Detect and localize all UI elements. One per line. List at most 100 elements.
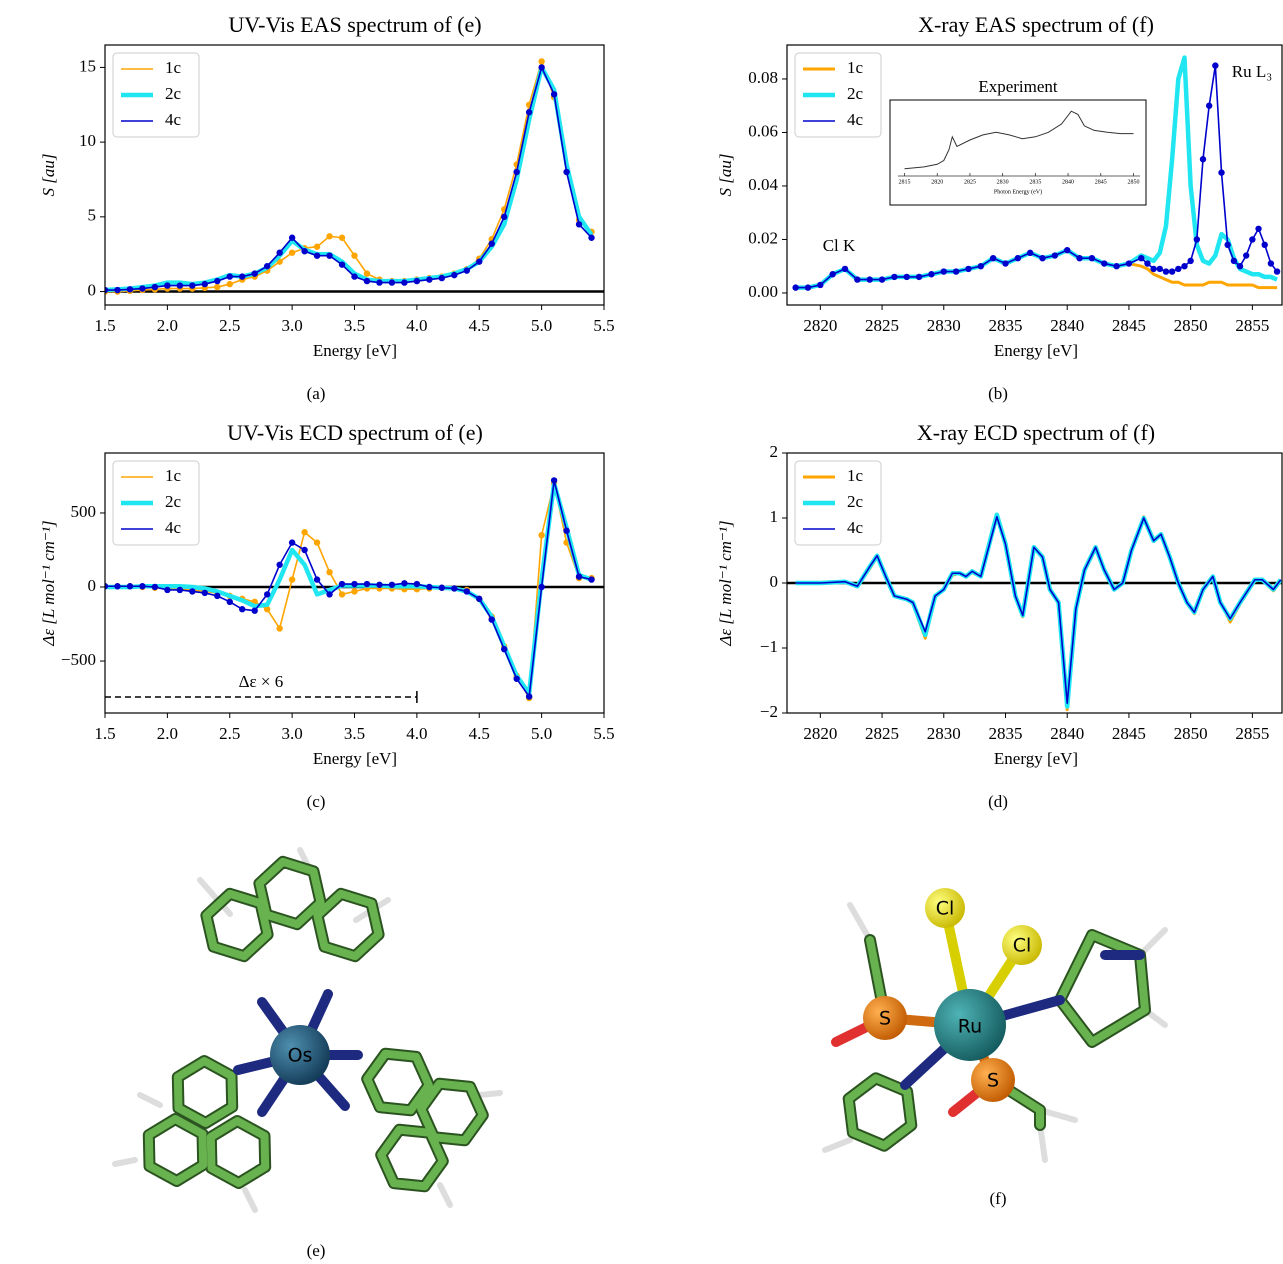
data-point — [388, 279, 396, 286]
y-tick-label: 2 — [770, 442, 779, 461]
data-point — [1261, 241, 1268, 249]
x-tick-label: 5.0 — [531, 724, 552, 743]
data-point — [351, 252, 358, 259]
x-axis-label: Energy [eV] — [313, 341, 397, 360]
y-tick-label: 500 — [71, 502, 97, 521]
x-tick-label: 2820 — [803, 316, 837, 335]
data-point — [989, 254, 997, 262]
data-point — [1175, 265, 1182, 273]
data-point — [488, 616, 495, 623]
cl-atom — [1002, 925, 1042, 965]
plot-area — [787, 512, 1282, 712]
y-axis-label: S [au] — [39, 154, 58, 197]
data-point — [841, 265, 849, 273]
inset-tick-label: 2840 — [1062, 179, 1074, 185]
data-point — [501, 645, 508, 653]
data-point — [1249, 236, 1256, 243]
data-point — [426, 276, 433, 283]
series-line — [105, 66, 593, 291]
caption: (b) — [988, 384, 1008, 403]
data-point — [476, 258, 483, 265]
data-point — [977, 263, 985, 270]
data-point — [114, 583, 121, 590]
x-tick-label: 5.5 — [593, 316, 614, 335]
y-tick-label: 0.00 — [748, 282, 778, 301]
data-point — [1138, 254, 1145, 262]
cl-atom — [925, 888, 965, 928]
s-atom — [971, 1058, 1015, 1102]
y-tick-label: 0.08 — [748, 68, 778, 87]
data-point — [1125, 260, 1133, 267]
annotation: Ru L₃ — [1232, 62, 1272, 81]
y-tick-label: 0 — [770, 572, 779, 591]
carbon-ring — [144, 857, 487, 1191]
atom-label: S — [879, 1008, 891, 1030]
series-line — [795, 515, 1282, 712]
x-tick-label: 4.0 — [406, 316, 427, 335]
data-point — [1205, 102, 1213, 109]
inset-tick-label: 2845 — [1095, 179, 1107, 185]
data-point — [1212, 62, 1219, 69]
x-tick-label: 2825 — [865, 724, 899, 743]
inset-x-label: Photon Energy (eV) — [994, 188, 1042, 195]
y-tick-label: 0.02 — [748, 228, 778, 247]
data-point — [326, 568, 333, 576]
data-point — [928, 271, 935, 278]
atom-label: Cl — [936, 898, 955, 920]
y-tick-label: 0 — [88, 280, 97, 299]
data-point — [1193, 236, 1201, 243]
data-point — [1199, 156, 1207, 163]
chart-title: X-ray EAS spectrum of (f) — [918, 12, 1154, 37]
hydrogen-bond — [137, 1092, 163, 1108]
plot-frame — [786, 44, 1283, 306]
x-tick-label: 2825 — [865, 316, 899, 335]
y-axis-label: Δε [L mol⁻¹ cm⁻¹] — [716, 520, 735, 646]
data-point — [189, 282, 196, 289]
x-axis-label: Energy [eV] — [994, 341, 1078, 360]
data-point — [1002, 260, 1009, 267]
legend-label: 2c — [847, 492, 864, 511]
data-point — [126, 583, 134, 590]
legend-label: 4c — [847, 110, 864, 129]
data-point — [363, 277, 371, 285]
chart-title: UV-Vis ECD spectrum of (e) — [227, 420, 483, 445]
data-point — [338, 234, 346, 241]
data-point — [575, 221, 583, 228]
hydrogen-bond — [847, 902, 873, 943]
data-point — [214, 277, 221, 285]
caption: (e) — [307, 1241, 326, 1260]
data-point — [1230, 257, 1238, 265]
data-point — [226, 280, 233, 288]
data-point — [413, 580, 421, 588]
data-point — [401, 279, 408, 286]
x-tick-label: 2840 — [1050, 316, 1084, 335]
data-point — [588, 576, 595, 583]
chart-title: X-ray ECD spectrum of (f) — [917, 420, 1155, 445]
data-point — [940, 268, 947, 275]
legend-label: 4c — [847, 518, 864, 537]
data-point — [201, 280, 208, 288]
s-atom — [863, 996, 907, 1040]
data-point — [351, 588, 358, 595]
data-point — [501, 213, 508, 221]
data-point — [176, 586, 184, 594]
x-tick-label: 3.5 — [344, 316, 365, 335]
series-line — [105, 479, 592, 698]
y-tick-label: 0.06 — [748, 121, 778, 140]
y-axis-label: Δε [L mol⁻¹ cm⁻¹] — [39, 520, 58, 646]
series-line — [105, 60, 593, 293]
hydrogen-bond — [437, 1182, 453, 1208]
x-tick-label: 2.5 — [219, 316, 240, 335]
x-axis-label: Energy [eV] — [994, 749, 1078, 768]
x-tick-label: 2850 — [1174, 724, 1208, 743]
data-point — [401, 580, 408, 587]
data-point — [301, 529, 308, 536]
data-point — [525, 693, 533, 700]
y-tick-label: 0 — [88, 576, 97, 595]
data-point — [288, 249, 296, 256]
x-tick-label: 3.0 — [282, 724, 303, 743]
data-point — [376, 279, 383, 286]
data-point — [463, 588, 470, 595]
data-point — [151, 283, 159, 291]
